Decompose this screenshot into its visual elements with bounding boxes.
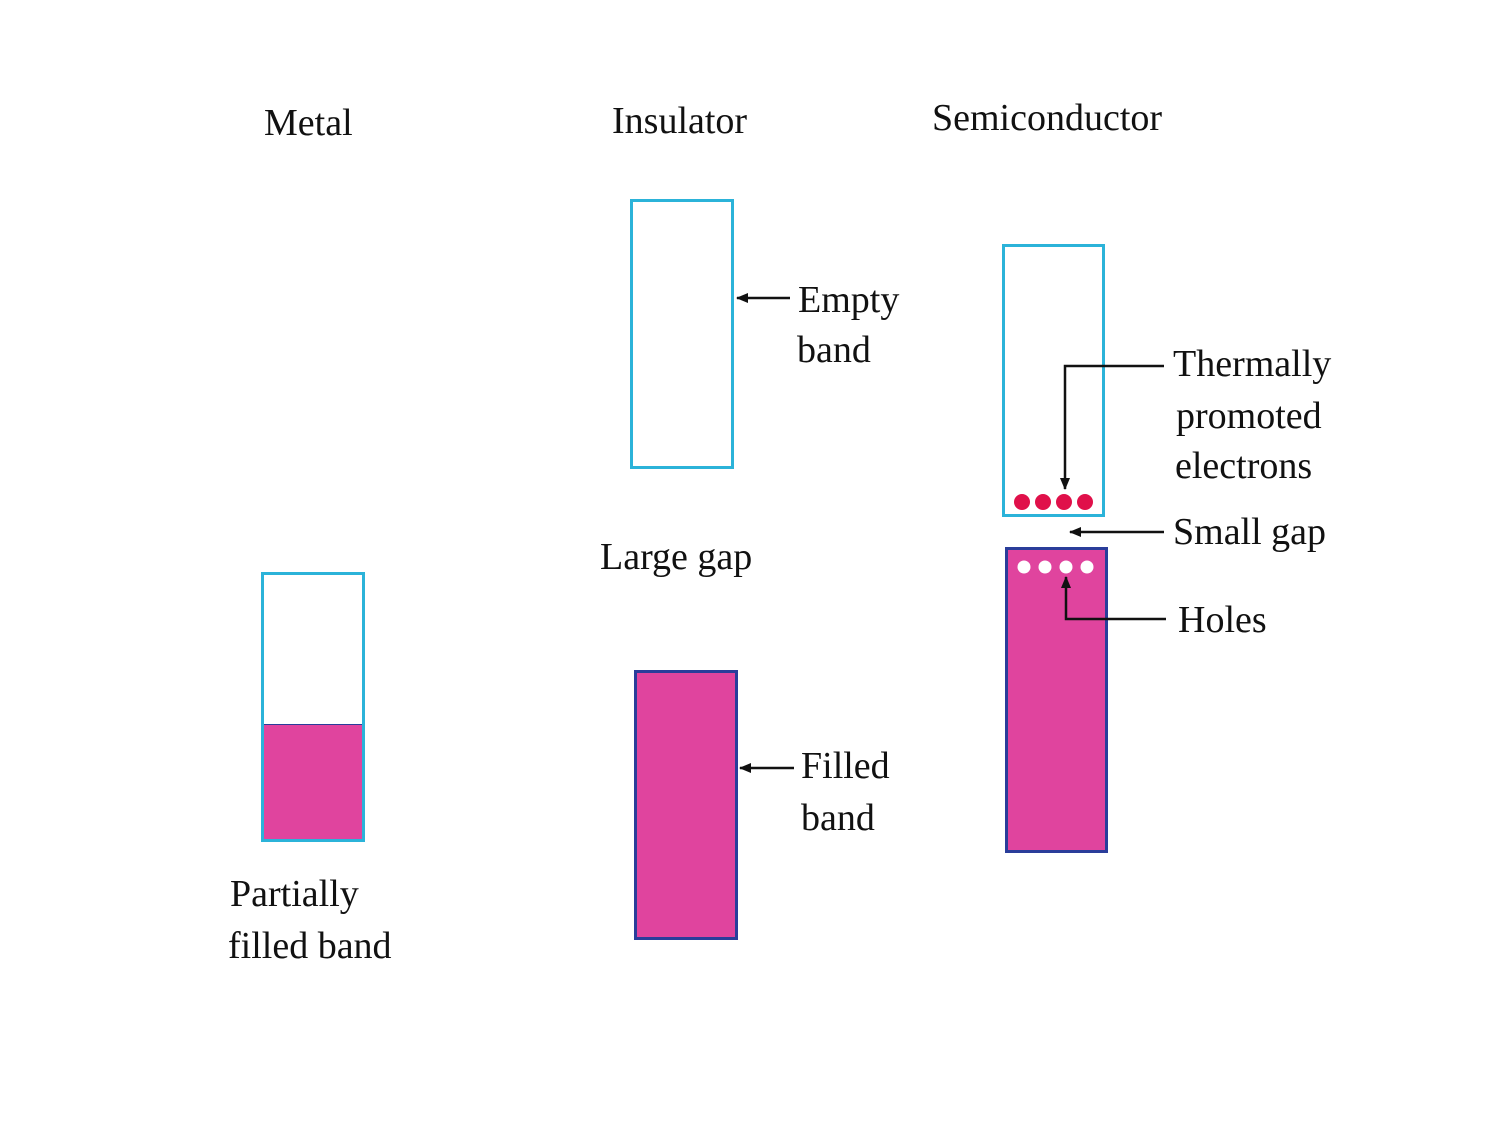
hole-group [1017,560,1094,574]
hole-dot [1038,560,1052,574]
hole-dot [1059,560,1073,574]
empty-band-label-line1: Empty [798,279,900,321]
filled-band-label-line1: Filled [801,745,890,787]
holes-arrow [1061,576,1166,621]
thermally-label-line3: electrons [1175,445,1313,487]
semiconductor-title: Semiconductor [932,97,1163,139]
insulator-empty-band [630,199,734,469]
electron-dot [1077,494,1093,510]
semiconductor-valence-band [1005,547,1108,853]
electron-dot [1014,494,1030,510]
partially-filled-label-line2: filled band [228,925,392,967]
partially-filled-label-line1: Partially [230,873,359,915]
thermally-label-line1: Thermally [1173,343,1332,385]
hole-dot [1017,560,1031,574]
insulator-title: Insulator [612,100,748,142]
metal-title: Metal [264,102,353,144]
holes-label: Holes [1178,599,1267,641]
electron-dot [1056,494,1072,510]
insulator-filled-band [634,670,738,940]
semiconductor-conduction-band [1002,244,1105,517]
metal-band [261,572,365,842]
small-gap-label: Small gap [1173,511,1327,553]
empty-band-label-line2: band [797,329,871,371]
filled-band-label-line2: band [801,797,875,839]
large-gap-label: Large gap [600,536,753,578]
electron-dot [1035,494,1051,510]
metal-band-filled-part [264,724,362,839]
thermally-promoted-arrow [1060,364,1164,490]
electron-group [1014,494,1093,510]
hole-dot [1080,560,1094,574]
thermally-label-line2: promoted [1176,395,1322,437]
